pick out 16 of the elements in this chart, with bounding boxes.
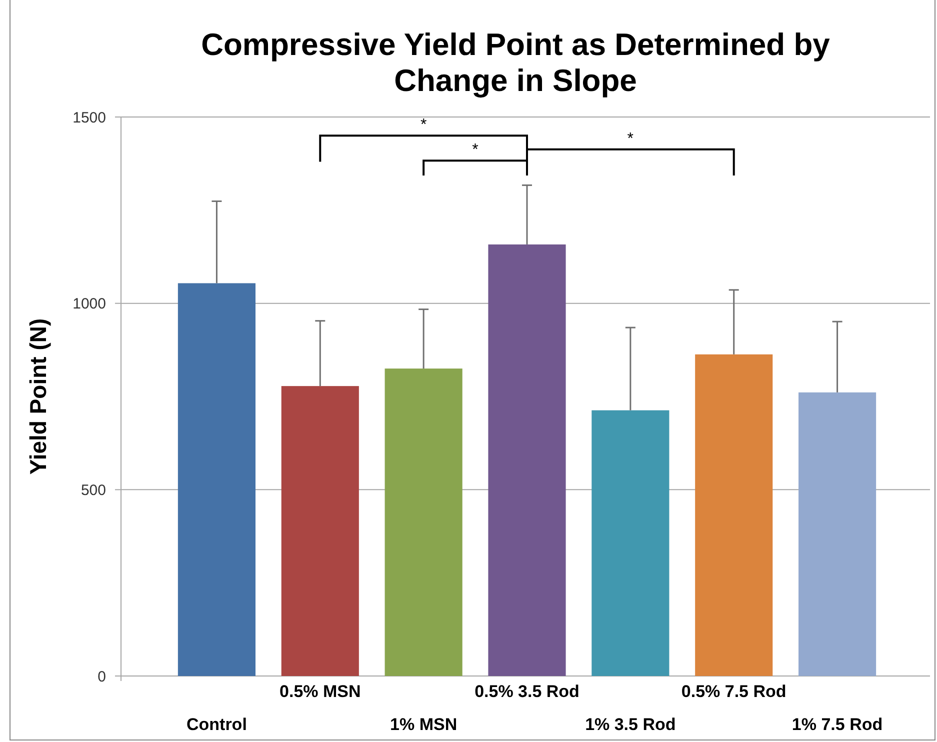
x-tick-label: 0.5% 7.5 Rod [681,682,786,701]
y-axis-title: Yield Point (N) [25,318,51,475]
y-tick-label: 500 [80,482,106,499]
y-tick-label: 1500 [72,109,106,126]
x-tick-label: 0.5% 3.5 Rod [474,682,580,701]
y-tick-label: 1000 [72,296,106,313]
annotation: * [472,142,478,159]
annotation: * [420,116,427,134]
x-tick-label: 0.5% MSN [280,682,361,701]
x-tick-label: 1% 3.5 Rod [585,715,676,734]
x-tick-label: 1% 7.5 Rod [792,715,883,734]
x-tick-label: 1% MSN [390,715,458,734]
annotation: * [627,130,634,148]
x-tick-label: Control [186,715,247,734]
chart-title: Compressive Yield Point as Determined by Change in Slope [201,27,831,98]
y-tick-label: 0 [98,668,106,686]
